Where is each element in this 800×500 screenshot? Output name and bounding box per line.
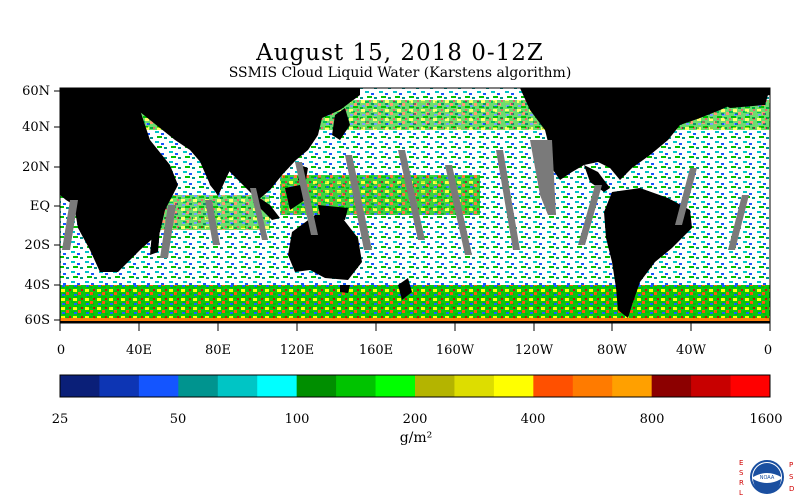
colorbar-swatch [375, 375, 416, 397]
colorbar-tick-label: 800 [639, 412, 665, 427]
colorbar-tick-label: 100 [284, 412, 310, 427]
lat-label: 40S [24, 278, 50, 293]
colorbar-swatch [257, 375, 298, 397]
north-america [520, 88, 770, 180]
sumatra [255, 195, 280, 220]
colorbar-swatch [415, 375, 455, 397]
logo-center-text: NOAA [760, 475, 775, 481]
colorbar-swatch [572, 375, 613, 397]
japan [332, 108, 350, 140]
colorbar-tick-label: 200 [402, 412, 428, 427]
colorbar-swatch [60, 375, 100, 397]
map-area [60, 88, 770, 323]
logo-letter: P [789, 461, 793, 469]
colorbar-swatch [612, 375, 653, 397]
lat-label: EQ [29, 199, 50, 214]
logo-letter: R [739, 479, 744, 487]
south-america [604, 188, 692, 318]
logo-letter: L [739, 489, 743, 497]
tick-marks [54, 90, 771, 331]
tasmania [340, 285, 350, 293]
colorbar-swatch [493, 375, 534, 397]
colorbar-swatch [217, 375, 258, 397]
colorbar-tick-label: 50 [169, 412, 187, 427]
eurasia [60, 88, 360, 200]
land-masses [60, 88, 770, 323]
lon-label: 160W [435, 343, 475, 358]
itcz-band [280, 175, 480, 215]
lon-label: 80E [204, 343, 232, 358]
noaa-logo: E S R L NOAA P S D [739, 459, 794, 497]
logo-letter: S [739, 469, 744, 477]
colorbar-swatch [454, 375, 495, 397]
colorbar-units: g/m² [399, 430, 433, 446]
lon-label: 40E [125, 343, 153, 358]
lon-label: 120E [279, 343, 315, 358]
colorbar-tick-label: 1600 [749, 412, 783, 427]
map-subtitle: SSMIS Cloud Liquid Water (Karstens algor… [228, 65, 572, 81]
colorbar-swatch [691, 375, 732, 397]
lon-label: 0 [56, 343, 66, 358]
colorbar-swatch [178, 375, 219, 397]
lon-label: 120W [514, 343, 554, 358]
colorbar-swatch [730, 375, 771, 397]
logo-letter: E [739, 459, 743, 467]
southern-ocean-band [60, 285, 770, 323]
lon-label: 160E [358, 343, 394, 358]
logo-letter: S [789, 473, 794, 481]
lat-label: 60S [24, 313, 50, 328]
central-america [584, 165, 610, 192]
madagascar [150, 228, 160, 255]
colorbar-tick-label: 25 [51, 412, 69, 427]
colorbar-swatch [99, 375, 140, 397]
colorbar-swatch [651, 375, 692, 397]
lat-label: 20N [22, 160, 50, 175]
greenland [690, 88, 770, 108]
logo-letter: D [789, 485, 794, 493]
colorbar-swatches [60, 375, 771, 397]
india [195, 150, 230, 196]
lon-label: 40W [676, 343, 706, 358]
colorbar-frame [59, 374, 771, 398]
colorbar-swatch [336, 375, 377, 397]
map-title: August 15, 2018 0-12Z [256, 40, 544, 66]
colorbar-tick-label: 400 [520, 412, 546, 427]
australia [288, 215, 362, 280]
lon-label: 80W [597, 343, 627, 358]
antarctica-edge [60, 321, 770, 323]
missing-data-swaths [62, 140, 749, 258]
africa [60, 92, 178, 272]
lat-label: 40N [22, 120, 50, 135]
colorbar-swatch [138, 375, 179, 397]
polar-edge [60, 318, 770, 323]
lat-label: 60N [22, 84, 50, 99]
lat-label: 20S [24, 238, 50, 253]
borneo [285, 185, 305, 210]
lon-label: 0 [763, 343, 773, 358]
colorbar-swatch [296, 375, 337, 397]
colorbar-swatch [533, 375, 574, 397]
new-zealand [398, 278, 412, 300]
